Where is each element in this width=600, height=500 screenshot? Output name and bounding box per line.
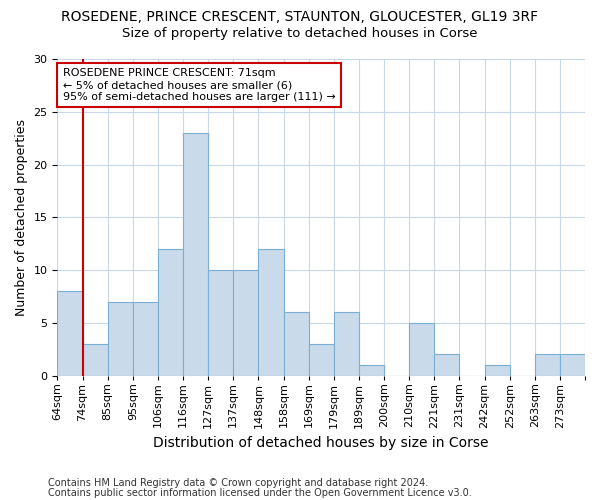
Bar — [208, 270, 233, 376]
X-axis label: Distribution of detached houses by size in Corse: Distribution of detached houses by size … — [154, 436, 489, 450]
Bar — [284, 312, 308, 376]
Bar — [560, 354, 585, 376]
Bar — [107, 302, 133, 376]
Bar — [183, 133, 208, 376]
Bar — [485, 365, 509, 376]
Y-axis label: Number of detached properties: Number of detached properties — [15, 119, 28, 316]
Bar — [359, 365, 384, 376]
Text: ROSEDENE, PRINCE CRESCENT, STAUNTON, GLOUCESTER, GL19 3RF: ROSEDENE, PRINCE CRESCENT, STAUNTON, GLO… — [61, 10, 539, 24]
Bar — [233, 270, 259, 376]
Bar — [259, 249, 284, 376]
Bar — [308, 344, 334, 376]
Bar — [58, 291, 83, 376]
Bar — [334, 312, 359, 376]
Bar — [409, 323, 434, 376]
Bar — [83, 344, 107, 376]
Bar — [133, 302, 158, 376]
Text: Size of property relative to detached houses in Corse: Size of property relative to detached ho… — [122, 28, 478, 40]
Bar — [434, 354, 460, 376]
Bar — [158, 249, 183, 376]
Text: Contains HM Land Registry data © Crown copyright and database right 2024.: Contains HM Land Registry data © Crown c… — [48, 478, 428, 488]
Text: Contains public sector information licensed under the Open Government Licence v3: Contains public sector information licen… — [48, 488, 472, 498]
Text: ROSEDENE PRINCE CRESCENT: 71sqm
← 5% of detached houses are smaller (6)
95% of s: ROSEDENE PRINCE CRESCENT: 71sqm ← 5% of … — [62, 68, 335, 102]
Bar — [535, 354, 560, 376]
